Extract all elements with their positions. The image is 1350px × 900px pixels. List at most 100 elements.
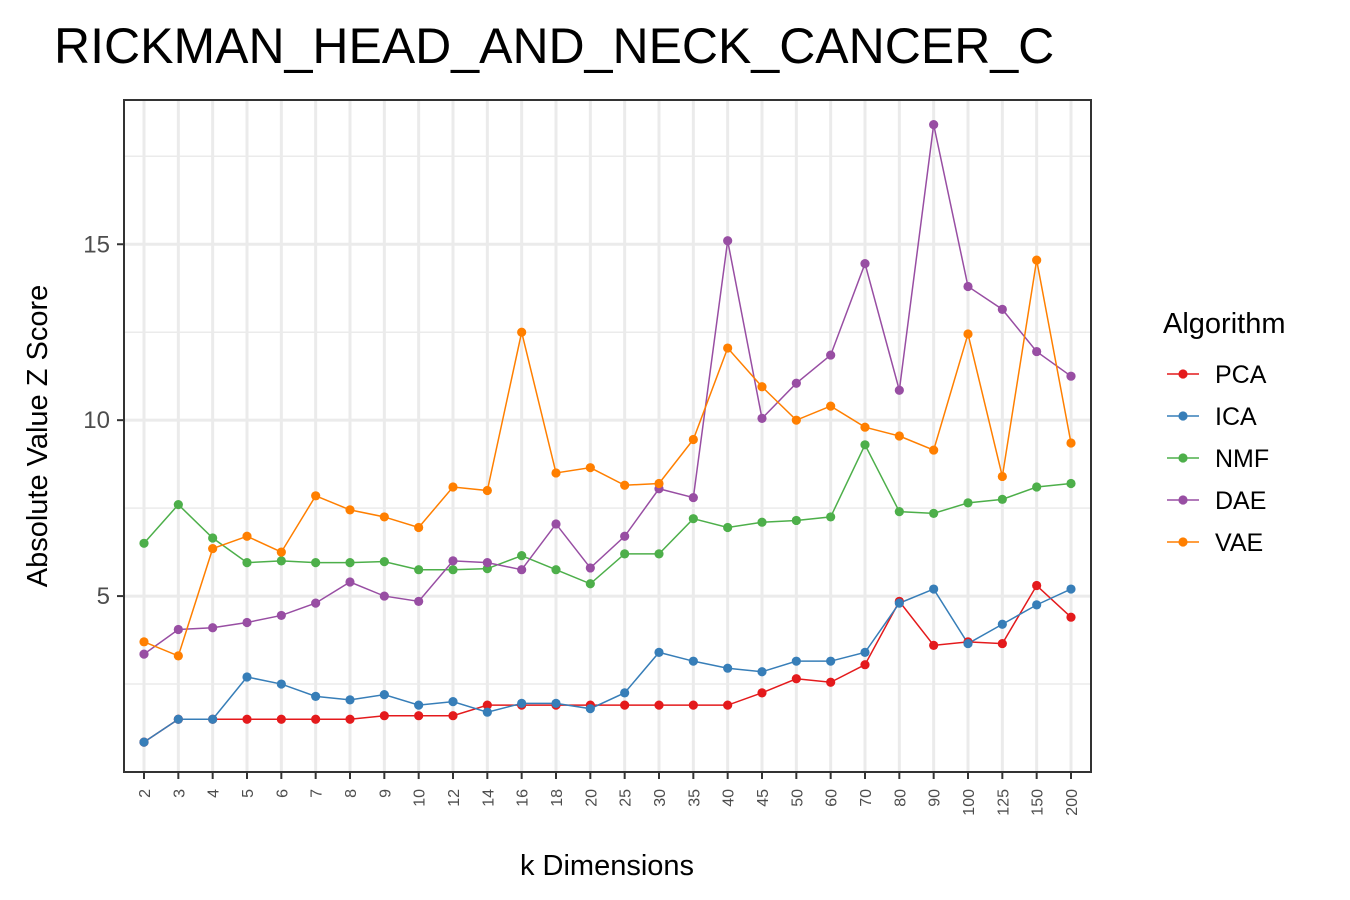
data-point-pca [997, 638, 1007, 649]
data-point-ica [551, 698, 561, 708]
x-tick-label: 16 [515, 789, 532, 807]
data-point-vae [311, 491, 321, 501]
x-tick-label: 4 [206, 789, 223, 798]
data-point-vae [860, 422, 870, 432]
plot-panel [123, 99, 1092, 773]
x-tick-label: 45 [755, 789, 772, 807]
data-point-ica [894, 598, 904, 608]
x-tick-label: 35 [686, 789, 703, 807]
data-point-nmf [585, 579, 595, 589]
data-point-pca [1066, 612, 1076, 622]
data-point-nmf [688, 514, 698, 524]
y-axis-ticks: 5 10 15 [83, 231, 124, 610]
legend-label-vae: VAE [1215, 529, 1263, 557]
data-point-dae [620, 531, 630, 541]
data-point-vae [585, 463, 595, 473]
data-point-ica [1066, 584, 1076, 594]
data-point-dae [173, 624, 183, 635]
data-point-pca [276, 714, 286, 724]
data-point-pca [723, 700, 733, 710]
x-tick-label: 200 [1064, 789, 1081, 816]
data-point-dae [139, 649, 149, 659]
legend-label-ica: ICA [1215, 403, 1257, 431]
data-point-nmf [517, 551, 527, 561]
data-point-vae [757, 382, 767, 392]
data-point-ica [654, 647, 664, 657]
data-point-dae [791, 378, 801, 388]
data-point-pca [654, 700, 664, 710]
data-point-vae [448, 482, 458, 492]
x-tick-label: 20 [583, 789, 600, 807]
data-point-ica [826, 656, 836, 666]
data-point-vae [688, 434, 698, 445]
data-point-nmf [139, 538, 149, 548]
legend-key-point [1178, 453, 1188, 463]
data-point-ica [963, 638, 973, 649]
data-point-nmf [242, 558, 252, 568]
data-point-pca [242, 714, 252, 724]
data-point-dae [1066, 371, 1076, 381]
legend-label-dae: DAE [1215, 487, 1266, 515]
data-point-dae [276, 610, 286, 621]
data-point-ica [1032, 600, 1042, 610]
data-point-nmf [757, 517, 767, 527]
series-line-dae [143, 124, 1072, 655]
data-point-pca [757, 688, 767, 698]
data-point-ica [585, 704, 595, 714]
x-tick-label: 12 [446, 789, 463, 807]
data-point-vae [929, 445, 939, 455]
data-point-vae [242, 531, 252, 541]
x-tick-label: 2 [137, 789, 154, 798]
data-point-vae [791, 415, 801, 425]
data-point-nmf [963, 498, 973, 508]
data-point-nmf [311, 558, 321, 568]
data-point-ica [276, 679, 286, 689]
data-point-vae [1066, 438, 1076, 448]
legend-key-point [1178, 537, 1188, 547]
data-point-ica [723, 663, 733, 673]
data-point-dae [826, 350, 836, 360]
data-point-dae [723, 236, 733, 246]
data-point-vae [723, 343, 733, 353]
data-point-vae [997, 471, 1007, 482]
data-point-nmf [551, 565, 561, 575]
data-point-pca [791, 674, 801, 684]
data-point-dae [963, 281, 973, 292]
data-point-nmf [414, 565, 424, 575]
series-line-vae [143, 259, 1072, 657]
data-point-dae [482, 558, 492, 568]
data-point-pca [345, 714, 355, 724]
data-point-dae [414, 596, 424, 606]
data-point-ica [929, 584, 939, 594]
data-point-nmf [345, 558, 355, 568]
data-point-ica [482, 707, 492, 717]
series-line-ica [143, 588, 1072, 743]
data-point-ica [311, 691, 321, 701]
x-tick-label: 8 [343, 789, 360, 798]
data-point-vae [414, 522, 424, 533]
data-point-pca [860, 660, 870, 670]
x-tick-label: 9 [377, 789, 394, 798]
data-point-dae [997, 304, 1007, 314]
y-tick-label: 10 [83, 407, 110, 434]
data-point-dae [379, 591, 389, 601]
data-point-nmf [379, 557, 389, 567]
data-point-ica [379, 689, 389, 700]
data-point-ica [757, 667, 767, 677]
data-point-ica [688, 656, 698, 666]
data-point-ica [414, 700, 424, 710]
data-point-dae [242, 617, 252, 628]
x-tick-label: 90 [927, 789, 944, 807]
data-point-nmf [654, 549, 664, 559]
data-point-vae [826, 401, 836, 411]
data-point-nmf [894, 507, 904, 517]
data-point-pca [826, 677, 836, 687]
data-point-nmf [208, 533, 218, 543]
data-point-vae [139, 637, 149, 647]
data-point-ica [208, 714, 218, 724]
legend: Algorithm PCA ICA NMF DAE VAE [1163, 308, 1286, 557]
data-point-nmf [1066, 478, 1076, 489]
data-point-vae [551, 468, 561, 478]
data-point-ica [242, 672, 252, 682]
